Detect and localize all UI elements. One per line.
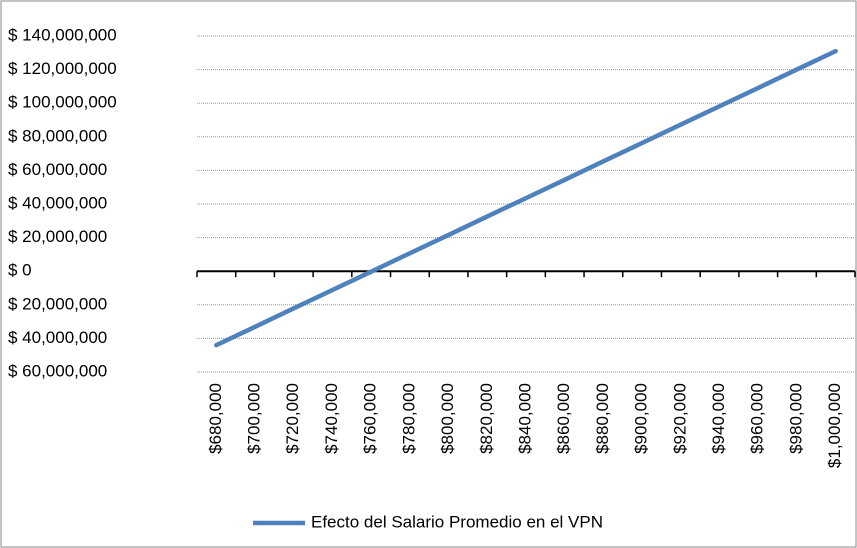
x-tick-label: $1,000,000: [825, 383, 844, 468]
series-line: [214, 48, 838, 348]
x-tick-label: $980,000: [786, 383, 805, 454]
y-tick-label: $ 60,000,000: [8, 160, 107, 179]
x-tick-label: $800,000: [438, 383, 457, 454]
y-tick-label: $ 40,000,000: [8, 328, 107, 347]
x-tick-label: $760,000: [361, 383, 380, 454]
x-tick-label: $700,000: [245, 383, 264, 454]
x-tick-label: $720,000: [283, 383, 302, 454]
x-tick-label: $740,000: [322, 383, 341, 454]
y-tick-label: $ 60,000,000: [8, 361, 107, 380]
x-tick-label: $840,000: [515, 383, 534, 454]
y-tick-label: $ 20,000,000: [8, 227, 107, 246]
y-tick-label: $ 20,000,000: [8, 294, 107, 313]
x-tick-label: $680,000: [206, 383, 225, 454]
x-tick-label: $920,000: [670, 383, 689, 454]
x-tick-label: $960,000: [748, 383, 767, 454]
x-tick-label: $860,000: [554, 383, 573, 454]
x-tick-label: $820,000: [477, 383, 496, 454]
legend-label: Efecto del Salario Promedio en el VPN: [311, 512, 603, 531]
x-tick-label: $880,000: [593, 383, 612, 454]
y-tick-label: $ 140,000,000: [8, 25, 117, 44]
x-tick-label: $780,000: [399, 383, 418, 454]
x-tick-label: $940,000: [709, 383, 728, 454]
x-tick-label: $900,000: [632, 383, 651, 454]
y-tick-label: $ 0: [8, 261, 32, 280]
y-tick-label: $ 100,000,000: [8, 93, 117, 112]
y-tick-label: $ 40,000,000: [8, 193, 107, 212]
y-tick-label: $ 80,000,000: [8, 126, 107, 145]
y-tick-label: $ 120,000,000: [8, 59, 117, 78]
